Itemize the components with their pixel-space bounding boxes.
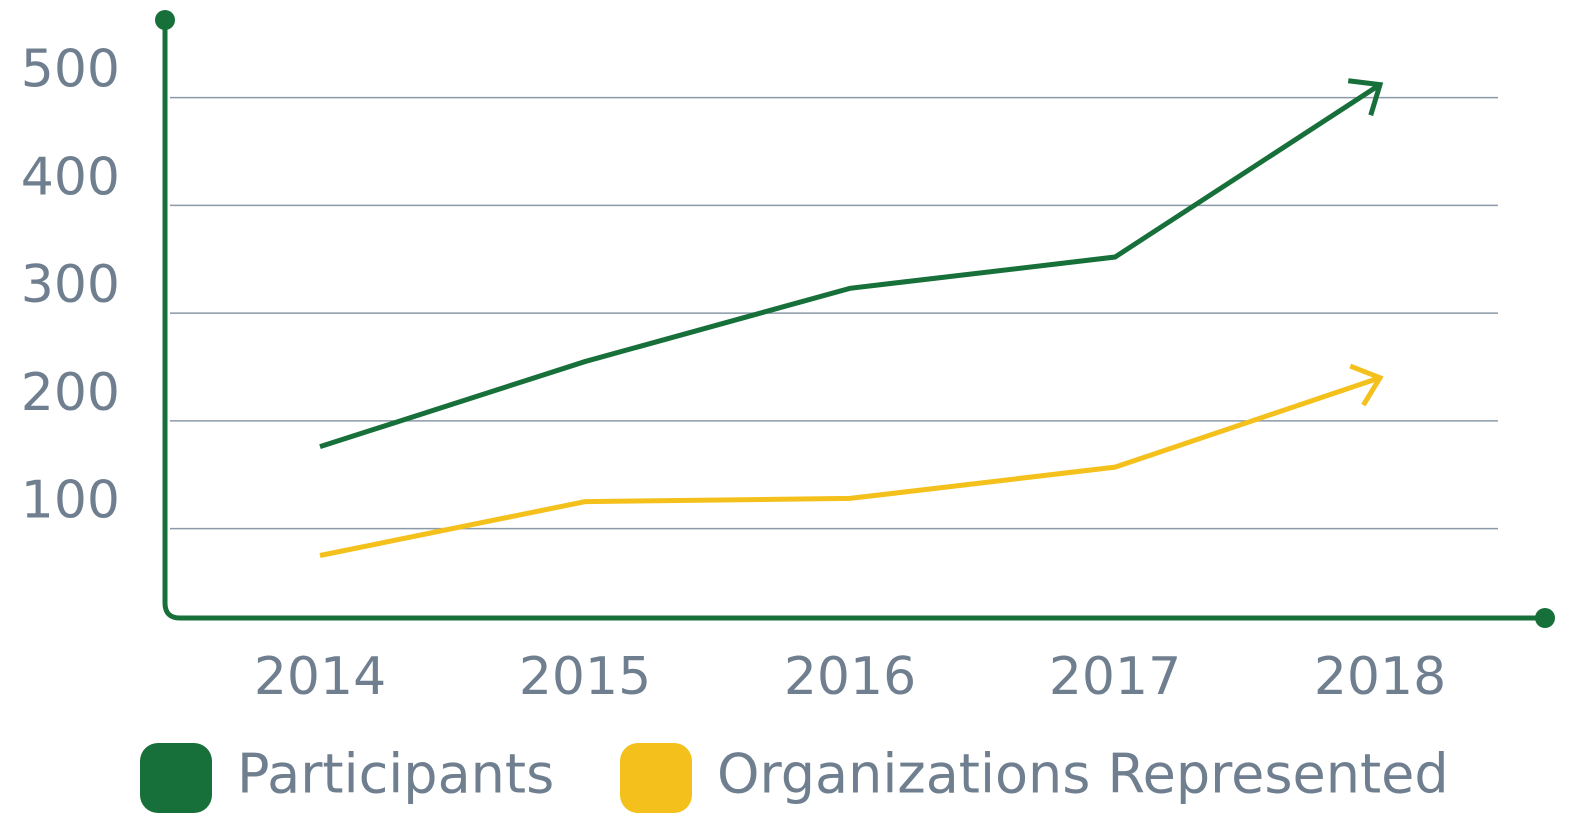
y-tick-label: 200 — [21, 363, 120, 423]
x-tick-label: 2017 — [1049, 647, 1181, 707]
y-tick-label: 500 — [21, 40, 120, 100]
y-tick-label: 100 — [21, 471, 120, 531]
arrowhead — [1349, 363, 1384, 407]
legend-label: Participants — [237, 743, 554, 806]
line — [319, 375, 1381, 558]
legend-swatch — [140, 743, 212, 813]
axis-dot — [155, 10, 175, 30]
x-tick-label: 2014 — [254, 647, 386, 707]
x-tick-label: 2015 — [519, 647, 651, 707]
axis — [162, 20, 1545, 621]
legend-swatch — [620, 743, 692, 813]
y-tick-label: 300 — [21, 255, 120, 315]
arrowhead — [1347, 78, 1384, 116]
line — [319, 82, 1382, 450]
x-tick-label: 2018 — [1314, 647, 1446, 707]
x-tick-label: 2016 — [784, 647, 916, 707]
axis-dot — [1535, 608, 1555, 628]
legend-label: Organizations Represented — [717, 743, 1449, 806]
y-tick-label: 400 — [21, 147, 120, 207]
